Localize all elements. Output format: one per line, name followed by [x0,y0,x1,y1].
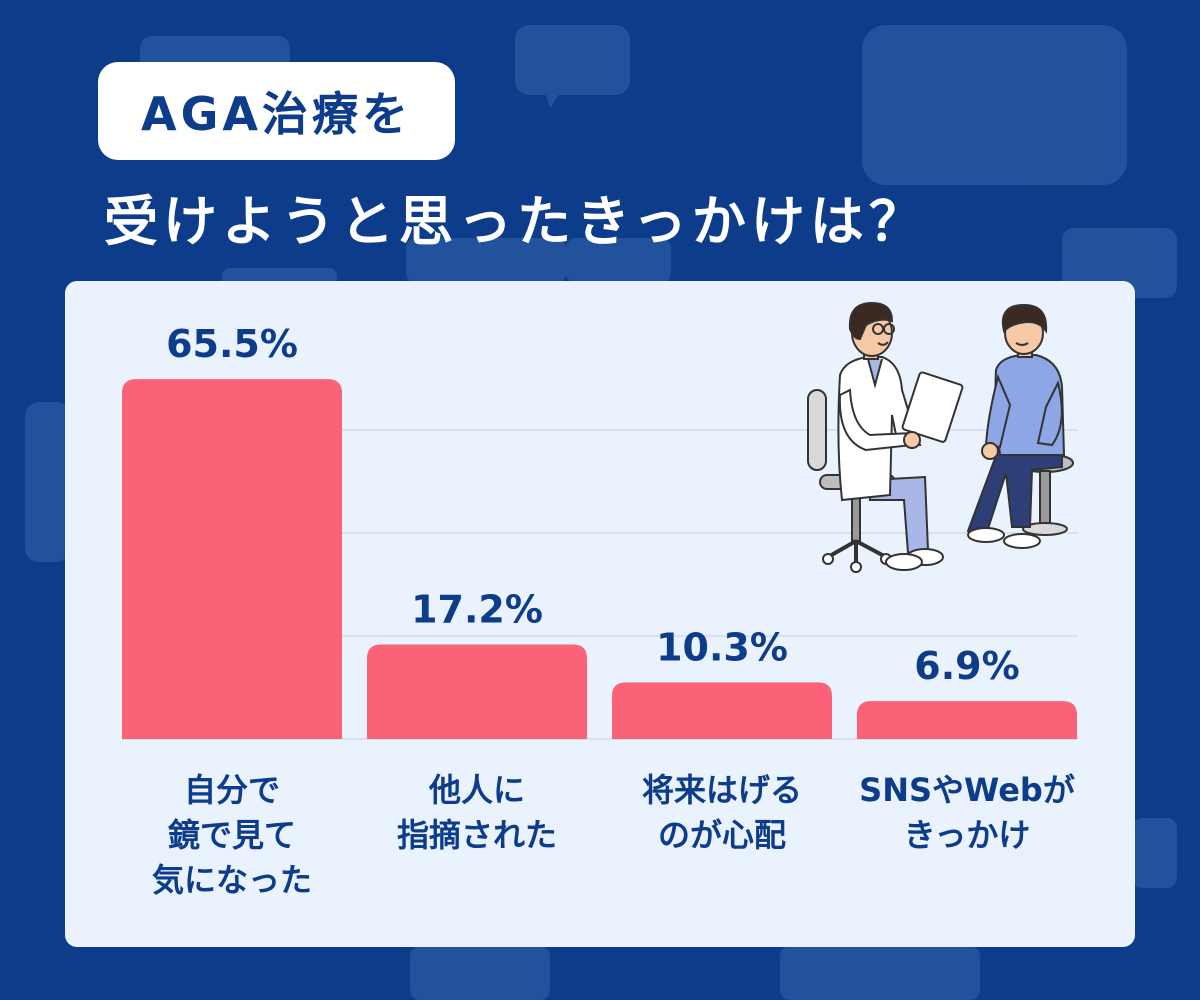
chart-category-labels: 自分で鏡で見て気になった 他人に指摘された 将来はげるのが心配 SNSやWebがきっか… [152,771,1075,899]
category-label-line: 将来はげる [642,771,802,809]
category-label-line: 鏡で見て [168,816,296,854]
page-title: 受けようと思ったきっかけは？ [104,190,928,253]
bar-0 [122,379,342,739]
category-label-line: 気になった [152,861,312,899]
bar-2 [612,682,832,739]
category-label-line: 指摘された [397,816,557,854]
title-badge-text: AGA治療を [141,87,412,141]
doctor-with-clipboard-icon [807,301,964,573]
value-label-2: 10.3% [656,625,788,669]
consultation-illustration [807,301,1074,573]
chart-value-labels: 65.5% 17.2% 10.3% 6.9% [166,322,1020,688]
patient-seated-icon [966,303,1074,549]
category-label-2: 将来はげるのが心配 [642,771,802,854]
title-badge: AGA治療を [98,62,455,160]
chart-bars [122,379,1077,739]
value-label-1: 17.2% [411,588,543,632]
category-label-0: 自分で鏡で見て気になった [152,771,312,899]
category-label-1: 他人に指摘された [397,771,557,854]
category-label-line: 自分で [184,771,280,809]
bar-1 [367,644,587,739]
category-label-3: SNSやWebがきっかけ [859,771,1075,854]
category-label-line: 他人に [428,771,525,809]
bar-chart: 65.5% 17.2% 10.3% 6.9% 自分で鏡で見て気になった 他人に指摘された… [122,322,1078,899]
value-label-0: 65.5% [166,322,298,366]
category-label-line: きっかけ [904,816,1031,854]
value-label-3: 6.9% [914,644,1019,688]
bar-3 [857,701,1077,739]
category-label-line: のが心配 [658,816,786,854]
category-label-line: SNSやWebが [859,771,1075,809]
